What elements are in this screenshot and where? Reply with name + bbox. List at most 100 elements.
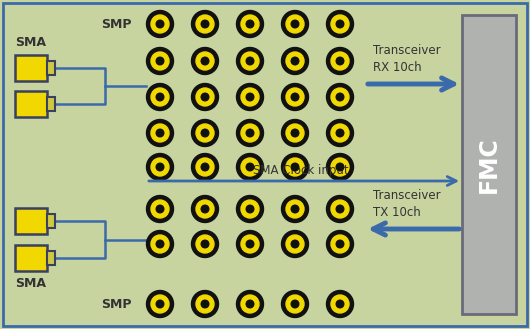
Circle shape: [291, 57, 299, 65]
Circle shape: [286, 15, 304, 33]
Circle shape: [146, 47, 173, 74]
Text: SMA: SMA: [15, 36, 47, 49]
Circle shape: [191, 119, 218, 146]
Circle shape: [331, 15, 349, 33]
Circle shape: [336, 240, 344, 248]
Circle shape: [241, 200, 259, 218]
FancyBboxPatch shape: [47, 251, 55, 265]
Circle shape: [281, 195, 308, 222]
Text: SMA: SMA: [15, 277, 47, 290]
Circle shape: [291, 20, 299, 28]
FancyBboxPatch shape: [462, 15, 516, 314]
Circle shape: [326, 11, 354, 38]
Circle shape: [241, 52, 259, 70]
Circle shape: [331, 235, 349, 253]
Circle shape: [336, 93, 344, 101]
Circle shape: [281, 119, 308, 146]
Circle shape: [291, 240, 299, 248]
Circle shape: [246, 163, 254, 171]
Circle shape: [196, 295, 214, 313]
Circle shape: [291, 205, 299, 213]
Circle shape: [201, 20, 209, 28]
FancyBboxPatch shape: [47, 214, 55, 228]
Text: Transceiver
TX 10ch: Transceiver TX 10ch: [373, 189, 440, 219]
Circle shape: [246, 205, 254, 213]
Circle shape: [281, 47, 308, 74]
Circle shape: [331, 88, 349, 106]
Circle shape: [151, 158, 169, 176]
Circle shape: [191, 154, 218, 181]
Circle shape: [326, 154, 354, 181]
Circle shape: [326, 119, 354, 146]
Circle shape: [331, 295, 349, 313]
Circle shape: [156, 163, 164, 171]
Circle shape: [336, 163, 344, 171]
Circle shape: [246, 57, 254, 65]
Circle shape: [246, 129, 254, 137]
Circle shape: [201, 240, 209, 248]
Circle shape: [146, 231, 173, 258]
Circle shape: [326, 84, 354, 111]
Circle shape: [236, 84, 263, 111]
Circle shape: [156, 205, 164, 213]
Circle shape: [196, 235, 214, 253]
Circle shape: [156, 300, 164, 308]
Circle shape: [196, 52, 214, 70]
Circle shape: [151, 124, 169, 142]
Circle shape: [201, 57, 209, 65]
FancyBboxPatch shape: [47, 61, 55, 75]
Circle shape: [326, 195, 354, 222]
Circle shape: [241, 124, 259, 142]
Circle shape: [156, 20, 164, 28]
Circle shape: [336, 205, 344, 213]
Circle shape: [336, 57, 344, 65]
Circle shape: [331, 200, 349, 218]
Circle shape: [331, 124, 349, 142]
Circle shape: [196, 158, 214, 176]
Circle shape: [236, 291, 263, 317]
Circle shape: [236, 119, 263, 146]
Circle shape: [241, 158, 259, 176]
Circle shape: [281, 84, 308, 111]
Circle shape: [201, 163, 209, 171]
Circle shape: [281, 154, 308, 181]
Circle shape: [236, 231, 263, 258]
Circle shape: [201, 300, 209, 308]
Circle shape: [156, 93, 164, 101]
Circle shape: [191, 47, 218, 74]
Text: Transceiver
RX 10ch: Transceiver RX 10ch: [373, 44, 440, 74]
Circle shape: [151, 200, 169, 218]
Circle shape: [241, 295, 259, 313]
Circle shape: [291, 163, 299, 171]
Circle shape: [156, 57, 164, 65]
Circle shape: [236, 11, 263, 38]
Circle shape: [241, 235, 259, 253]
FancyBboxPatch shape: [47, 97, 55, 111]
Circle shape: [286, 200, 304, 218]
Text: SMP: SMP: [102, 17, 132, 31]
Circle shape: [246, 300, 254, 308]
Circle shape: [146, 11, 173, 38]
Circle shape: [146, 119, 173, 146]
Circle shape: [286, 295, 304, 313]
Text: SMA Clock input: SMA Clock input: [253, 164, 349, 177]
Circle shape: [331, 52, 349, 70]
Circle shape: [286, 158, 304, 176]
Circle shape: [196, 15, 214, 33]
Circle shape: [336, 300, 344, 308]
FancyBboxPatch shape: [15, 208, 47, 234]
Text: FMC: FMC: [477, 136, 501, 193]
Circle shape: [191, 11, 218, 38]
Circle shape: [196, 88, 214, 106]
Circle shape: [291, 129, 299, 137]
Circle shape: [241, 15, 259, 33]
Circle shape: [156, 240, 164, 248]
Circle shape: [151, 88, 169, 106]
Circle shape: [196, 124, 214, 142]
Circle shape: [291, 93, 299, 101]
Circle shape: [151, 52, 169, 70]
Circle shape: [246, 20, 254, 28]
Circle shape: [331, 158, 349, 176]
Circle shape: [286, 52, 304, 70]
FancyBboxPatch shape: [3, 3, 527, 326]
